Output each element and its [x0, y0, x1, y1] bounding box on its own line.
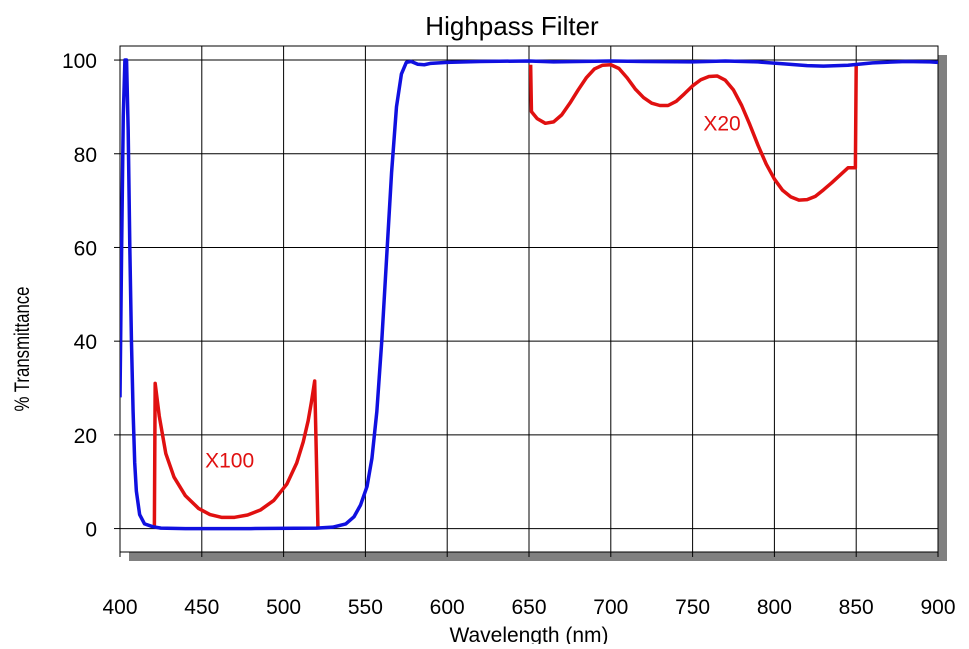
y-tick-label: 20: [74, 425, 97, 448]
y-tick-label: 40: [74, 331, 97, 354]
series-line-1: [120, 58, 938, 531]
x-tick-label: 800: [757, 596, 792, 619]
x-tick-label: 400: [102, 596, 137, 619]
x-tick-label: 750: [675, 596, 710, 619]
x-tick-label: 850: [839, 596, 874, 619]
annotation-label-1: X100: [205, 450, 254, 473]
x-tick-label: 650: [511, 596, 546, 619]
series-line-3: [528, 62, 858, 202]
x-tick-label: 550: [348, 596, 383, 619]
y-tick-label: 80: [74, 144, 97, 167]
series-line-2: [152, 379, 320, 529]
x-tick-label: 450: [184, 596, 219, 619]
chart-title: Highpass Filter: [425, 11, 599, 41]
y-tick-label: 100: [62, 50, 97, 73]
annotation-label-2: X20: [703, 112, 740, 135]
y-axis-label: % Transmittance: [11, 286, 34, 411]
x-tick-label: 500: [266, 596, 301, 619]
x-tick-label: 700: [593, 596, 628, 619]
y-tick-label: 0: [85, 519, 97, 542]
y-tick-label: 60: [74, 237, 97, 260]
x-tick-label: 600: [430, 596, 465, 619]
x-tick-label: 900: [920, 596, 955, 619]
x-axis-label: Wavelength (nm): [449, 624, 608, 644]
